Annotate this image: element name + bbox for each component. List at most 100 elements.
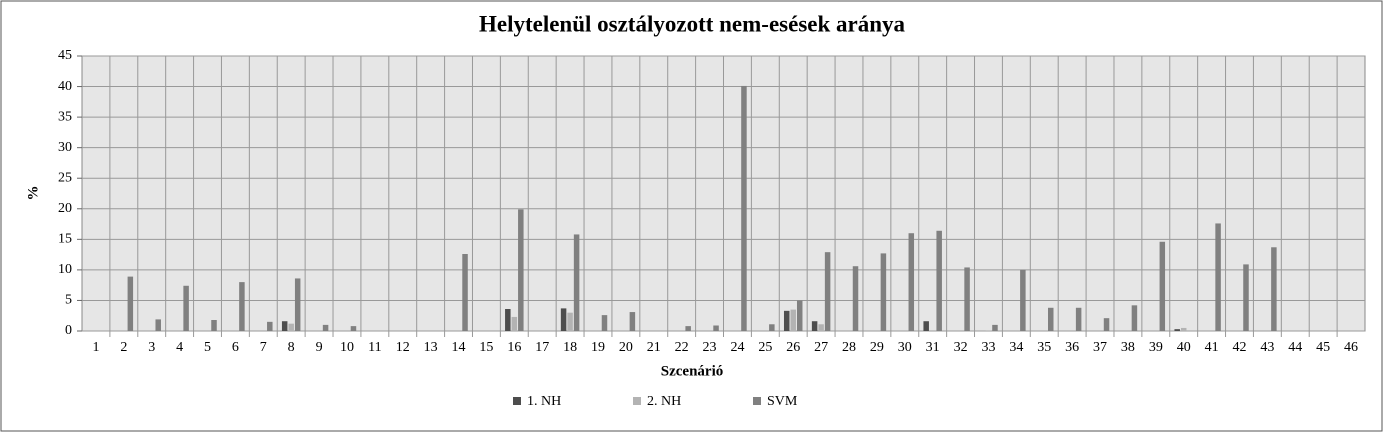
bar <box>1075 307 1082 331</box>
bar <box>880 253 887 331</box>
bar <box>824 252 831 331</box>
y-tick-label: 30 <box>58 140 72 155</box>
x-tick-label: 27 <box>814 340 828 355</box>
bar <box>769 324 775 331</box>
bar <box>350 326 357 331</box>
bar <box>505 309 511 331</box>
x-tick-label: 5 <box>204 340 211 355</box>
bar <box>1180 327 1187 331</box>
legend-swatch <box>753 397 761 405</box>
bar <box>1174 329 1180 331</box>
bar <box>462 254 468 331</box>
x-tick-label: 36 <box>1065 340 1079 355</box>
bar <box>796 300 803 331</box>
bar <box>322 324 329 331</box>
bar <box>1131 305 1138 331</box>
x-tick-label: 35 <box>1037 340 1051 355</box>
bar <box>567 312 573 331</box>
bar <box>936 230 942 331</box>
legend-label: SVM <box>767 394 798 409</box>
x-tick-label: 18 <box>563 340 577 355</box>
x-tick-label: 8 <box>288 340 295 355</box>
bar <box>511 316 518 331</box>
x-tick-label: 1 <box>92 340 99 355</box>
x-tick-label: 33 <box>981 340 995 355</box>
bar <box>1020 269 1026 331</box>
x-tick-label: 39 <box>1149 340 1163 355</box>
bar <box>629 312 636 331</box>
bar <box>518 209 524 331</box>
legend-label: 2. NH <box>647 394 681 409</box>
bar <box>267 321 273 331</box>
x-tick-label: 22 <box>675 340 689 355</box>
legend-label: 1. NH <box>527 394 561 409</box>
bar <box>183 285 189 331</box>
x-tick-label: 24 <box>730 340 744 355</box>
bar <box>783 310 790 331</box>
y-tick-label: 45 <box>58 48 72 63</box>
bar <box>985 330 992 331</box>
x-tick-label: 46 <box>1344 340 1358 355</box>
bar <box>1048 307 1054 331</box>
bar <box>1271 247 1277 331</box>
x-tick-label: 43 <box>1260 340 1274 355</box>
x-tick-label: 41 <box>1205 340 1219 355</box>
bar <box>155 319 161 331</box>
x-tick-label: 14 <box>452 340 466 355</box>
y-tick-label: 35 <box>58 109 72 124</box>
legend-swatch <box>513 397 521 405</box>
bar <box>294 278 301 331</box>
bar <box>741 85 747 331</box>
x-tick-label: 7 <box>260 340 267 355</box>
x-tick-label: 34 <box>1009 340 1023 355</box>
x-tick-label: 38 <box>1121 340 1135 355</box>
x-tick-label: 6 <box>232 340 239 355</box>
x-tick-label: 4 <box>176 340 183 355</box>
x-tick-label: 29 <box>870 340 884 355</box>
x-tick-label: 11 <box>368 340 381 355</box>
bar <box>211 320 217 331</box>
bar <box>923 321 929 331</box>
bar <box>1103 318 1110 331</box>
x-tick-label: 10 <box>340 340 354 355</box>
legend-swatch <box>633 397 641 405</box>
x-tick-label: 44 <box>1288 340 1302 355</box>
x-tick-label: 30 <box>898 340 912 355</box>
x-tick-label: 19 <box>591 340 605 355</box>
bar <box>908 233 915 331</box>
y-tick-label: 20 <box>58 201 72 216</box>
y-tick-label: 5 <box>65 293 72 308</box>
bar <box>560 308 567 331</box>
x-tick-label: 12 <box>396 340 410 355</box>
x-tick-label: 20 <box>619 340 633 355</box>
x-tick-label: 26 <box>786 340 800 355</box>
x-tick-label: 32 <box>954 340 968 355</box>
y-tick-label: 0 <box>65 323 72 338</box>
x-tick-label: 16 <box>507 340 521 355</box>
bar <box>713 325 719 331</box>
x-tick-label: 31 <box>926 340 940 355</box>
bar <box>992 324 998 331</box>
y-axis-title: % <box>25 186 41 201</box>
bar <box>685 326 691 331</box>
bar <box>601 315 608 331</box>
x-tick-label: 9 <box>316 340 323 355</box>
x-tick-label: 45 <box>1316 340 1330 355</box>
x-tick-label: 21 <box>647 340 661 355</box>
bar <box>790 309 796 331</box>
bar <box>818 324 824 331</box>
y-tick-label: 40 <box>58 79 72 94</box>
bar <box>964 267 970 331</box>
bar <box>573 234 580 331</box>
bar <box>852 266 859 331</box>
x-tick-label: 42 <box>1232 340 1246 355</box>
bar <box>288 323 294 331</box>
x-tick-label: 17 <box>535 340 549 355</box>
x-tick-label: 25 <box>758 340 772 355</box>
y-tick-label: 15 <box>58 232 72 247</box>
bar <box>239 282 245 331</box>
bar <box>1159 241 1166 331</box>
x-tick-label: 15 <box>479 340 493 355</box>
x-tick-label: 28 <box>842 340 856 355</box>
